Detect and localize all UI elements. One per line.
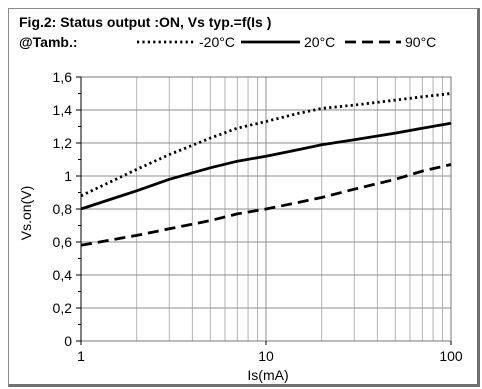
y-tick-label: 0,4: [53, 267, 73, 283]
y-tick-label: 0,8: [53, 201, 73, 217]
x-tick-label: 1: [77, 348, 85, 364]
chart-title: Fig.2: Status output :ON, Vs typ.=f(Is ): [19, 14, 271, 30]
plot-series: [80, 92, 452, 247]
series-line-3: [80, 163, 452, 247]
y-tick-label: 0,2: [53, 300, 73, 316]
chart-frame: Fig.2: Status output :ON, Vs typ.=f(Is )…: [8, 8, 480, 387]
y-tick-label: 1,4: [53, 102, 73, 118]
series-line-2: [80, 121, 452, 211]
chart-legend: @Tamb.: -20°C 20°C 90°C: [19, 34, 436, 50]
y-tick-label: 1: [64, 168, 72, 184]
y-tick-label: 0,6: [53, 234, 73, 250]
y-tick-label: 0: [64, 333, 72, 349]
legend-prefix: @Tamb.:: [19, 34, 78, 50]
x-tick-label: 10: [258, 348, 274, 364]
legend-label-3: 90°C: [405, 34, 436, 50]
x-axis-label: Is(mA): [247, 367, 288, 383]
plot-axes: 0 0,2 0,4 0,6 0,8 1 1,2 1,4 1,6 1 10 100: [53, 69, 463, 364]
y-tick-label: 1,6: [53, 69, 73, 85]
legend-label-2: 20°C: [304, 34, 335, 50]
y-axis-label: Vs.on(V): [18, 186, 34, 240]
x-tick-label: 100: [439, 348, 463, 364]
chart-svg: Fig.2: Status output :ON, Vs typ.=f(Is )…: [18, 14, 463, 383]
y-tick-label: 1,2: [53, 135, 73, 151]
legend-label-1: -20°C: [199, 34, 235, 50]
series-line-1: [80, 92, 452, 198]
